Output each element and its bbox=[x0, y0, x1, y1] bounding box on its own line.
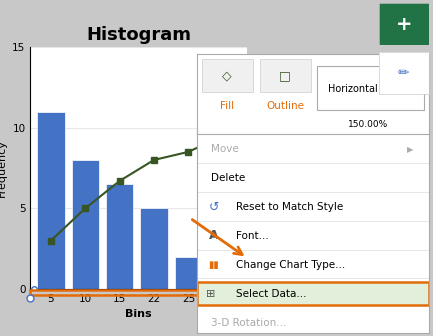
Text: ▮▮: ▮▮ bbox=[209, 260, 220, 270]
Text: Fill: Fill bbox=[220, 101, 234, 111]
Text: ↺: ↺ bbox=[209, 201, 219, 213]
Bar bbox=[259, 58, 310, 92]
Text: Select Data...: Select Data... bbox=[236, 289, 307, 299]
Bar bbox=[37, 112, 65, 289]
Bar bbox=[106, 184, 133, 289]
Text: 150.00%: 150.00% bbox=[348, 120, 388, 129]
Bar bbox=[29, 290, 234, 295]
Text: □: □ bbox=[279, 69, 291, 82]
Text: ▶: ▶ bbox=[407, 145, 414, 154]
Bar bbox=[71, 160, 99, 289]
Text: Change Chart Type...: Change Chart Type... bbox=[236, 260, 346, 270]
Bar bbox=[202, 58, 252, 92]
Text: Outline: Outline bbox=[266, 101, 304, 111]
Text: A: A bbox=[209, 229, 218, 242]
Text: 3-D Rotation...: 3-D Rotation... bbox=[211, 318, 286, 328]
Bar bbox=[197, 282, 429, 305]
Text: Delete: Delete bbox=[211, 173, 245, 183]
Text: ⊞: ⊞ bbox=[206, 289, 216, 299]
Text: Move: Move bbox=[211, 144, 239, 154]
Bar bbox=[317, 66, 424, 110]
Text: Reset to Match Style: Reset to Match Style bbox=[236, 202, 344, 212]
Bar bbox=[174, 257, 202, 289]
Y-axis label: Frequency: Frequency bbox=[0, 139, 6, 197]
Bar bbox=[209, 224, 236, 289]
Text: Horizontal (Cat ▾: Horizontal (Cat ▾ bbox=[328, 83, 409, 93]
Text: +: + bbox=[395, 15, 412, 34]
Bar bbox=[140, 208, 168, 289]
X-axis label: Bins: Bins bbox=[125, 309, 152, 320]
Text: Font...: Font... bbox=[236, 231, 269, 241]
Text: ◇: ◇ bbox=[222, 69, 232, 82]
Text: ✏: ✏ bbox=[398, 66, 410, 80]
Title: Histogram: Histogram bbox=[86, 26, 191, 44]
